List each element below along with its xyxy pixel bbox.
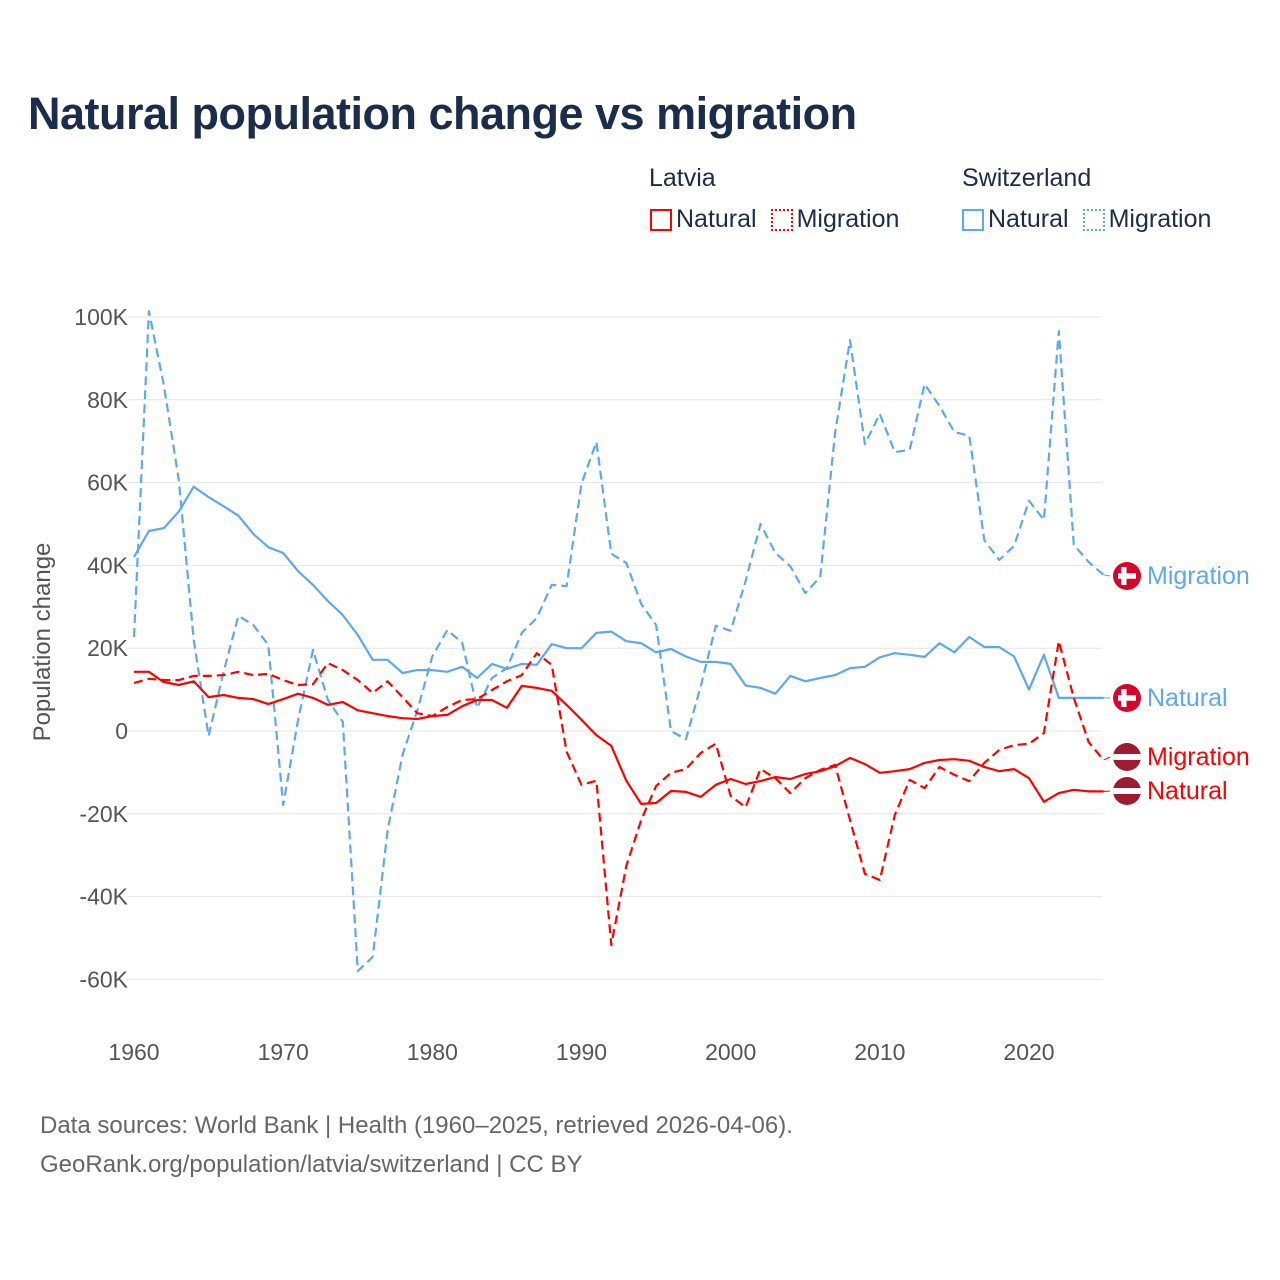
legend-switzerland-natural[interactable]: Natural xyxy=(962,205,1069,234)
y-tick-label: -60K xyxy=(79,966,128,992)
label-connector xyxy=(1103,574,1111,577)
y-tick-label: 0 xyxy=(115,718,128,744)
legend-label: Migration xyxy=(796,205,900,233)
series-line-switzerland-natural xyxy=(133,485,1104,700)
y-axis: 100K 80K 60K 40K 20K 0 -20K -40K -60K xyxy=(74,304,128,992)
chart-title: Natural population change vs migration xyxy=(28,88,857,139)
latvia-flag-icon xyxy=(1113,777,1141,805)
legend-label: Natural xyxy=(988,205,1069,233)
y-tick-label: 40K xyxy=(87,552,129,578)
end-labels: Natural Migration Natural Migration xyxy=(1103,562,1250,805)
data-source: Data sources: World Bank | Health (1960–… xyxy=(40,1112,793,1139)
switzerland-flag-icon xyxy=(1113,684,1141,712)
footer: Data sources: World Bank | Health (1960–… xyxy=(40,1106,793,1184)
series-line-latvia-natural xyxy=(134,670,1104,806)
y-axis-label: Population change xyxy=(29,543,56,742)
series-end-label: Migration xyxy=(1147,562,1250,590)
legend-latvia: Natural Migration xyxy=(650,205,899,234)
solid-swatch-icon xyxy=(962,208,984,231)
x-axis: 1960 1970 1980 1990 2000 2010 2020 xyxy=(108,1039,1054,1065)
y-tick-label: 20K xyxy=(87,635,129,661)
grid xyxy=(126,316,1102,980)
switzerland-flag-icon xyxy=(1113,562,1141,590)
y-tick-label: 100K xyxy=(74,304,128,330)
y-tick-label: -40K xyxy=(79,884,128,910)
series xyxy=(132,310,1105,973)
y-tick-label: -20K xyxy=(79,801,128,827)
x-tick-label: 2010 xyxy=(854,1039,905,1065)
x-tick-label: 1980 xyxy=(407,1039,458,1065)
solid-swatch-icon xyxy=(650,208,672,231)
dotted-swatch-icon xyxy=(1082,208,1105,231)
series-end-label: Natural xyxy=(1147,777,1228,805)
x-tick-label: 1960 xyxy=(108,1039,159,1065)
legend-label: Natural xyxy=(676,205,757,233)
x-tick-label: 1990 xyxy=(556,1039,607,1065)
legend-latvia-natural[interactable]: Natural xyxy=(650,205,757,234)
label-connector xyxy=(1103,756,1111,761)
series-line-latvia-migration xyxy=(133,640,1105,947)
series-end-label: Migration xyxy=(1147,743,1250,771)
series-end-label: Natural xyxy=(1147,684,1228,712)
x-tick-label: 1970 xyxy=(258,1039,309,1065)
legend-latvia-migration[interactable]: Migration xyxy=(770,205,900,234)
x-tick-label: 2020 xyxy=(1003,1039,1054,1065)
dotted-swatch-icon xyxy=(770,208,793,231)
x-tick-label: 2000 xyxy=(705,1039,756,1065)
legend-group-latvia: Latvia xyxy=(649,164,716,192)
y-tick-label: 60K xyxy=(87,470,129,496)
series-line-switzerland-migration xyxy=(132,310,1105,973)
y-tick-label: 80K xyxy=(87,387,129,413)
legend-switzerland-migration[interactable]: Migration xyxy=(1082,205,1212,234)
legend-group-switzerland: Switzerland xyxy=(962,164,1092,192)
latvia-flag-icon xyxy=(1113,743,1141,771)
legend-label: Migration xyxy=(1108,205,1212,233)
legend-switzerland: Natural Migration xyxy=(962,205,1211,234)
source-link[interactable]: GeoRank.org/population/latvia/switzerlan… xyxy=(40,1151,583,1178)
